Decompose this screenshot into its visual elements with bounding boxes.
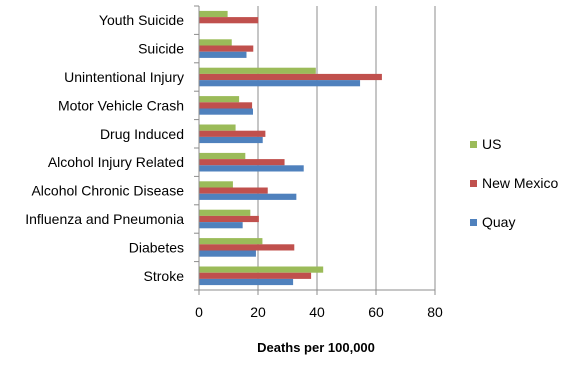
category-label: Stroke (144, 268, 185, 284)
bar-new-mexico-7 (199, 215, 259, 223)
category-labels: Youth Suicide Suicide Unintentional Injury… (25, 12, 184, 284)
bar-new-mexico-2 (199, 73, 382, 81)
bar-new-mexico-3 (199, 102, 253, 109)
category-label: Influenza and Pneumonia (25, 211, 184, 227)
bar-quay-2 (199, 80, 361, 87)
bar-quay-5 (199, 165, 304, 172)
bar-quay-6 (199, 193, 297, 200)
legend-label: US (482, 136, 501, 152)
x-tick-label: 60 (368, 304, 384, 320)
x-tick-label: 0 (195, 304, 203, 320)
bar-quay-1 (199, 51, 247, 58)
bar-us-4 (199, 124, 236, 131)
bar-new-mexico-0 (199, 17, 259, 24)
legend-label: New Mexico (482, 175, 558, 191)
category-label: Motor Vehicle Crash (58, 97, 184, 113)
bar-us-8 (199, 238, 263, 245)
category-label: Alcohol Injury Related (48, 154, 184, 170)
x-tick-label: 80 (427, 304, 443, 320)
category-label: Unintentional Injury (64, 69, 184, 85)
bar-us-9 (199, 266, 324, 273)
legend-swatch-us (470, 141, 477, 148)
x-axis-title: Deaths per 100,000 (257, 340, 375, 355)
legend: US New Mexico Quay (470, 136, 558, 230)
bar-us-6 (199, 181, 233, 188)
bar-new-mexico-9 (199, 272, 312, 279)
bar-new-mexico-5 (199, 159, 285, 166)
category-label: Alcohol Chronic Disease (31, 183, 184, 199)
bar-us-3 (199, 96, 240, 103)
bar-quay-7 (199, 222, 243, 229)
category-label: Diabetes (129, 239, 184, 255)
bar-new-mexico-4 (199, 130, 266, 137)
bar-us-1 (199, 39, 232, 46)
legend-swatch-new-mexico (470, 180, 477, 187)
x-tick-label: 40 (309, 304, 325, 320)
bar-us-0 (199, 10, 228, 18)
bar-new-mexico-6 (199, 187, 268, 194)
category-label: Youth Suicide (99, 12, 184, 28)
category-label: Drug Induced (100, 126, 184, 142)
bar-us-5 (199, 152, 246, 160)
bar-quay-8 (199, 250, 256, 257)
bar-new-mexico-8 (199, 244, 295, 251)
legend-swatch-quay (470, 219, 477, 226)
bar-quay-4 (199, 136, 263, 144)
bar-quay-3 (199, 108, 253, 115)
bar-new-mexico-1 (199, 45, 254, 52)
category-label: Suicide (138, 41, 184, 57)
bars (199, 10, 382, 286)
x-tick-labels: 0 20 40 60 80 (195, 304, 443, 320)
bar-quay-9 (199, 278, 294, 286)
bar-us-7 (199, 209, 251, 216)
bar-us-2 (199, 67, 316, 74)
x-tick-label: 20 (250, 304, 266, 320)
axes (194, 5, 436, 295)
legend-label: Quay (482, 214, 515, 230)
